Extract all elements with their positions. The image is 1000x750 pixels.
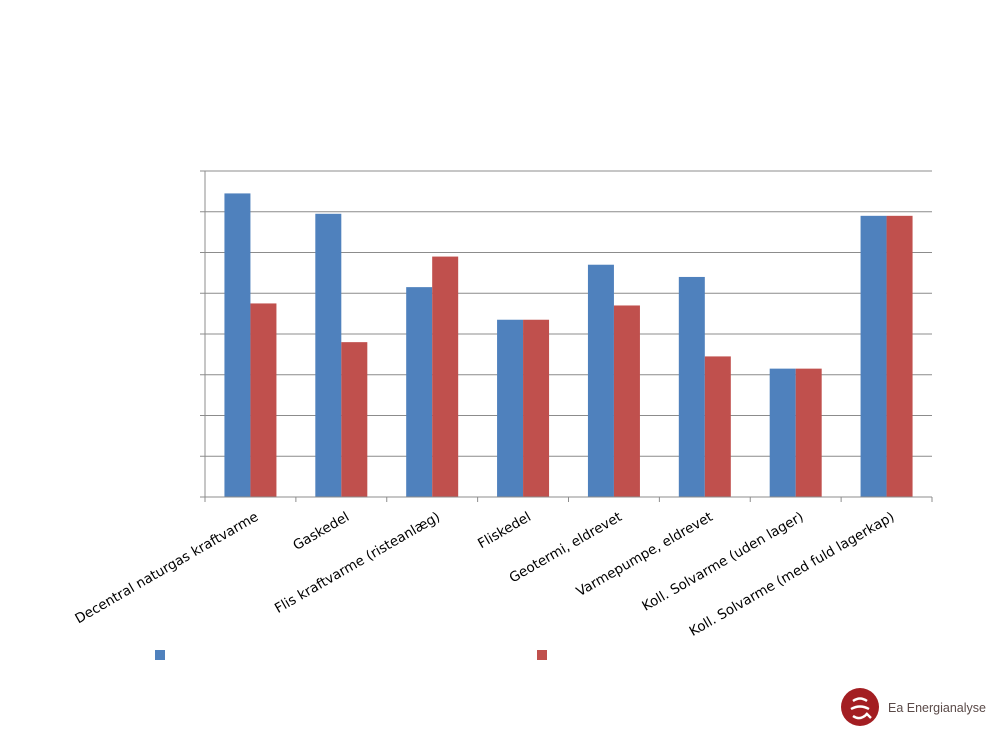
logo-text: Ea Energianalyse — [888, 701, 986, 715]
bar-series-1-7 — [769, 368, 796, 497]
bar-series-1-6 — [678, 276, 705, 497]
ea-logo-icon — [841, 688, 879, 726]
bars — [224, 193, 913, 497]
legend-swatch-series-2 — [537, 650, 547, 660]
legend-swatch-series-1 — [155, 650, 165, 660]
bar-series-2-7 — [795, 368, 822, 497]
bar-series-2-8 — [886, 215, 913, 497]
category-label: Gaskedel — [290, 509, 352, 554]
category-label: Decentral naturgas kraftvarme — [72, 509, 261, 627]
company-logo: Ea Energianalyse — [840, 687, 990, 731]
bar-series-1-1 — [224, 193, 251, 497]
bar-series-1-4 — [497, 319, 524, 497]
category-label: Flis kraftvarme (risteanlæg) — [272, 509, 443, 617]
category-label: Koll. Solvarme (uden lager) — [639, 509, 806, 615]
bar-series-2-3 — [432, 256, 459, 497]
bar-series-2-6 — [704, 356, 731, 497]
axes — [200, 170, 933, 502]
gridlines — [205, 170, 932, 457]
bar-series-1-5 — [587, 264, 614, 497]
category-label: Fliskedel — [475, 509, 534, 552]
category-labels: Decentral naturgas kraftvarme GaskedelFli… — [72, 509, 897, 640]
bar-series-2-5 — [613, 305, 640, 497]
bar-series-1-2 — [315, 213, 342, 497]
bar-series-1-8 — [860, 215, 887, 497]
bar-series-2-4 — [523, 319, 550, 497]
bar-series-2-2 — [341, 342, 368, 497]
bar-series-1-3 — [406, 287, 433, 497]
bar-series-2-1 — [250, 303, 277, 497]
